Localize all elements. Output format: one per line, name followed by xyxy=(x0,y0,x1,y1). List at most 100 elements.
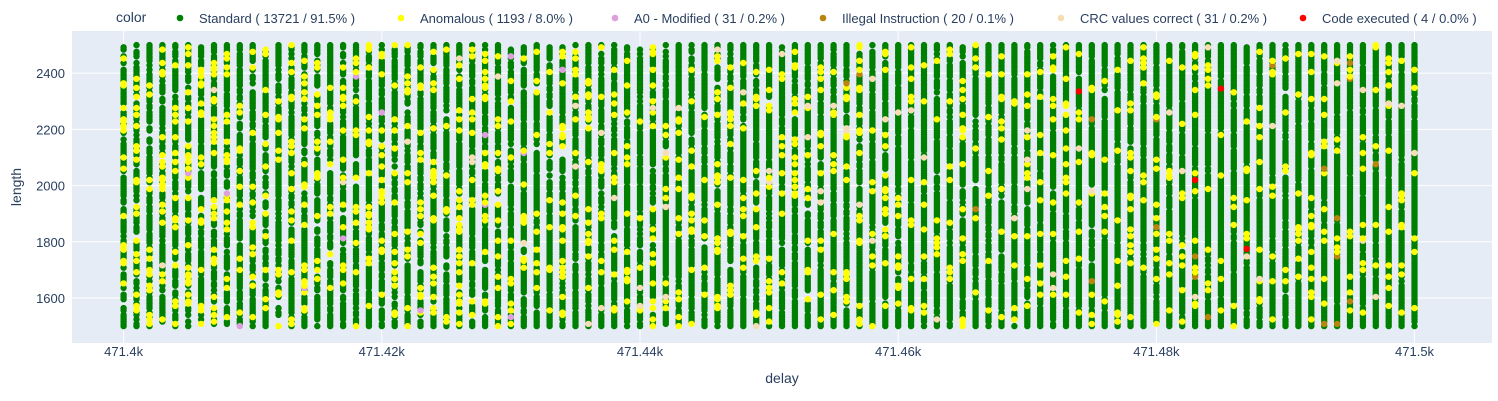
standard-point xyxy=(301,293,308,301)
standard-point xyxy=(314,246,321,253)
standard-point xyxy=(172,93,179,101)
standard-point xyxy=(352,41,360,49)
standard-point xyxy=(352,161,360,168)
standard-point xyxy=(262,282,269,289)
standard-point xyxy=(804,246,811,253)
standard-point xyxy=(301,111,308,119)
standard-point xyxy=(197,95,205,103)
standard-point xyxy=(339,300,347,307)
standard-point xyxy=(197,170,205,177)
standard-point xyxy=(249,212,256,220)
standard-point xyxy=(223,230,231,238)
standard-point xyxy=(301,226,308,233)
standard-point xyxy=(223,235,231,242)
standard-point xyxy=(352,291,360,298)
standard-point xyxy=(288,242,295,249)
standard-point xyxy=(339,293,347,301)
standard-point xyxy=(365,147,373,154)
standard-point xyxy=(339,215,347,222)
standard-point xyxy=(249,208,256,215)
standard-point xyxy=(288,257,295,265)
standard-point xyxy=(559,174,566,181)
standard-point xyxy=(236,217,243,224)
standard-point xyxy=(688,55,695,62)
standard-point xyxy=(327,147,334,154)
standard-point xyxy=(817,41,824,49)
standard-point xyxy=(223,91,231,98)
standard-point xyxy=(520,44,527,51)
standard-point xyxy=(120,237,127,244)
standard-point xyxy=(120,206,127,213)
standard-point xyxy=(249,109,256,116)
standard-point xyxy=(753,77,760,85)
standard-point xyxy=(301,313,308,321)
standard-point xyxy=(275,210,282,217)
standard-point xyxy=(288,89,295,96)
data-points xyxy=(120,41,1418,330)
standard-point xyxy=(753,264,760,271)
standard-point xyxy=(339,77,347,85)
standard-point xyxy=(172,48,179,55)
standard-point xyxy=(365,235,373,242)
standard-point xyxy=(701,244,708,251)
standard-point xyxy=(223,41,231,49)
standard-point xyxy=(120,174,127,181)
standard-point xyxy=(172,278,179,285)
standard-point xyxy=(314,156,321,163)
standard-point xyxy=(172,143,179,150)
standard-point xyxy=(339,59,347,67)
standard-point xyxy=(197,275,205,283)
standard-point xyxy=(275,278,282,285)
standard-point xyxy=(146,66,153,74)
standard-point xyxy=(236,156,243,163)
standard-point xyxy=(159,129,166,136)
standard-point xyxy=(133,320,140,328)
standard-point xyxy=(197,194,205,202)
standard-point xyxy=(146,109,153,116)
standard-point xyxy=(339,320,347,328)
standard-point xyxy=(223,271,231,278)
standard-point xyxy=(778,44,786,51)
standard-point xyxy=(236,41,243,49)
standard-point xyxy=(443,262,450,269)
standard-point xyxy=(275,219,282,226)
standard-point xyxy=(469,318,476,325)
standard-point xyxy=(172,289,179,296)
standard-point xyxy=(159,242,166,249)
standard-point xyxy=(352,316,360,323)
standard-point xyxy=(120,136,127,143)
standard-point xyxy=(339,118,347,125)
standard-point xyxy=(572,224,579,231)
standard-point xyxy=(301,53,308,60)
standard-point xyxy=(146,71,153,78)
standard-point xyxy=(533,309,540,316)
standard-point xyxy=(185,73,192,80)
standard-point xyxy=(688,136,695,143)
standard-point xyxy=(262,253,269,260)
standard-point xyxy=(649,167,657,175)
standard-point xyxy=(210,53,218,60)
standard-point xyxy=(559,156,566,163)
standard-point xyxy=(236,66,243,74)
standard-point xyxy=(172,154,179,161)
standard-point xyxy=(197,57,205,64)
standard-point xyxy=(352,262,360,269)
standard-point xyxy=(365,251,373,258)
standard-point xyxy=(223,147,231,154)
standard-point xyxy=(662,41,669,49)
standard-point xyxy=(314,226,321,233)
standard-point xyxy=(236,120,243,128)
standard-point xyxy=(159,95,166,103)
standard-point xyxy=(494,158,502,166)
standard-point xyxy=(327,266,334,274)
standard-point xyxy=(197,143,205,150)
standard-point xyxy=(185,93,192,101)
standard-point xyxy=(172,66,179,74)
standard-point xyxy=(585,41,592,49)
standard-point xyxy=(365,77,373,85)
standard-point xyxy=(378,278,385,285)
standard-point xyxy=(391,163,398,170)
standard-point xyxy=(481,291,489,298)
standard-point xyxy=(275,197,282,204)
